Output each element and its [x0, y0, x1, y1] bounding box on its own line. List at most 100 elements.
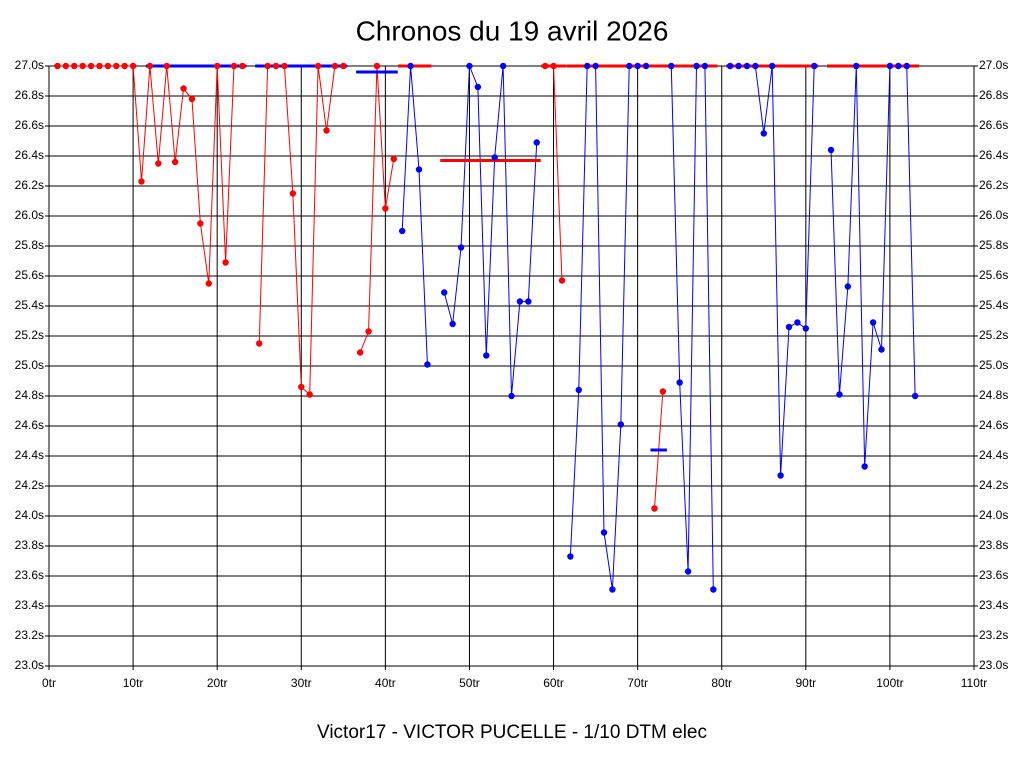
- y-tick-label: 24.6s: [15, 418, 44, 432]
- y-tick-label: 25.0s: [15, 358, 44, 372]
- data-point: [483, 352, 490, 359]
- y-tick-label-right: 26.6s: [979, 118, 1008, 132]
- data-point: [743, 62, 751, 70]
- data-point: [96, 62, 103, 70]
- data-point: [853, 62, 860, 70]
- x-tick-label: 0tr: [42, 676, 56, 690]
- data-point: [298, 383, 305, 391]
- y-tick-label: 25.4s: [15, 298, 44, 312]
- data-point: [54, 62, 61, 70]
- data-point: [441, 289, 448, 296]
- y-tick-label: 23.4s: [15, 598, 44, 612]
- data-point: [222, 259, 229, 266]
- data-point: [424, 361, 431, 368]
- data-point: [626, 62, 633, 70]
- data-point: [558, 277, 566, 284]
- data-point: [62, 62, 70, 70]
- data-point: [264, 62, 271, 70]
- data-point: [844, 283, 852, 290]
- data-point: [836, 391, 843, 398]
- y-tick-label-right: 25.0s: [979, 358, 1008, 372]
- y-tick-label-right: 24.0s: [979, 508, 1008, 522]
- series-line: [670, 65, 714, 590]
- x-tick-label: 80tr: [711, 676, 732, 690]
- data-point: [575, 386, 582, 394]
- data-point: [583, 62, 591, 70]
- data-point: [600, 529, 608, 536]
- data-point: [239, 62, 246, 70]
- data-point: [710, 586, 717, 593]
- y-tick-label-right: 25.6s: [979, 268, 1008, 282]
- data-point: [794, 319, 801, 326]
- data-point: [802, 325, 810, 332]
- data-point: [281, 62, 288, 70]
- data-point: [811, 62, 818, 70]
- data-point: [676, 379, 683, 386]
- data-point: [668, 62, 675, 70]
- data-point: [356, 349, 364, 356]
- data-point: [827, 146, 835, 154]
- data-point: [373, 62, 381, 70]
- x-tick-label: 50tr: [459, 676, 480, 690]
- y-tick-label: 24.2s: [15, 478, 44, 492]
- y-tick-label: 26.8s: [15, 88, 44, 102]
- data-point: [272, 62, 280, 70]
- data-point: [197, 220, 204, 227]
- y-tick-label-right: 24.8s: [979, 388, 1008, 402]
- y-tick-label-right: 23.6s: [979, 568, 1008, 582]
- data-point: [735, 62, 742, 70]
- data-point: [878, 346, 885, 353]
- data-point: [609, 586, 616, 593]
- y-tick-label-right: 25.8s: [979, 238, 1008, 252]
- x-tick-label: 40tr: [375, 676, 396, 690]
- data-point: [113, 62, 120, 70]
- data-point: [180, 85, 187, 92]
- data-point: [474, 83, 482, 91]
- y-tick-label: 23.2s: [15, 628, 44, 642]
- data-point: [491, 154, 498, 161]
- y-tick-label: 26.4s: [15, 148, 44, 162]
- y-tick-label: 25.2s: [15, 328, 44, 342]
- data-point: [129, 62, 137, 70]
- data-point: [516, 298, 524, 305]
- x-tick-label: 90tr: [795, 676, 816, 690]
- y-tick-label-right: 23.4s: [979, 598, 1008, 612]
- data-point: [407, 62, 414, 70]
- y-tick-label: 23.8s: [15, 538, 44, 552]
- y-tick-label-right: 24.2s: [979, 478, 1008, 492]
- data-point: [121, 62, 128, 70]
- data-point: [213, 62, 221, 70]
- x-tick-label: 100tr: [876, 676, 903, 690]
- data-point: [138, 178, 145, 185]
- y-tick-label-right: 24.4s: [979, 448, 1008, 462]
- data-point: [340, 62, 347, 70]
- data-point: [365, 328, 372, 335]
- data-point: [87, 62, 95, 70]
- data-point: [768, 62, 776, 70]
- data-point: [752, 62, 759, 70]
- y-tick-label: 24.8s: [15, 388, 44, 402]
- data-point: [289, 190, 297, 197]
- y-tick-label: 27.0s: [15, 58, 44, 72]
- data-point: [171, 158, 179, 166]
- x-tick-label: 60tr: [543, 676, 564, 690]
- data-point: [911, 392, 919, 400]
- data-point: [415, 166, 423, 173]
- y-tick-label: 25.6s: [15, 268, 44, 282]
- data-point: [323, 127, 330, 134]
- data-point: [567, 553, 574, 560]
- data-point: [390, 155, 397, 163]
- data-point: [466, 62, 473, 70]
- data-point: [256, 340, 263, 347]
- y-tick-label: 26.0s: [15, 208, 44, 222]
- y-tick-label-right: 26.0s: [979, 208, 1008, 222]
- data-point: [71, 62, 78, 70]
- data-point: [760, 130, 767, 137]
- data-point: [617, 421, 625, 428]
- y-tick-label-right: 26.4s: [979, 148, 1008, 162]
- data-point: [693, 62, 700, 70]
- x-tick-label: 70tr: [627, 676, 648, 690]
- x-tick-label: 20tr: [207, 676, 228, 690]
- y-tick-label-right: 23.2s: [979, 628, 1008, 642]
- data-point: [533, 139, 540, 146]
